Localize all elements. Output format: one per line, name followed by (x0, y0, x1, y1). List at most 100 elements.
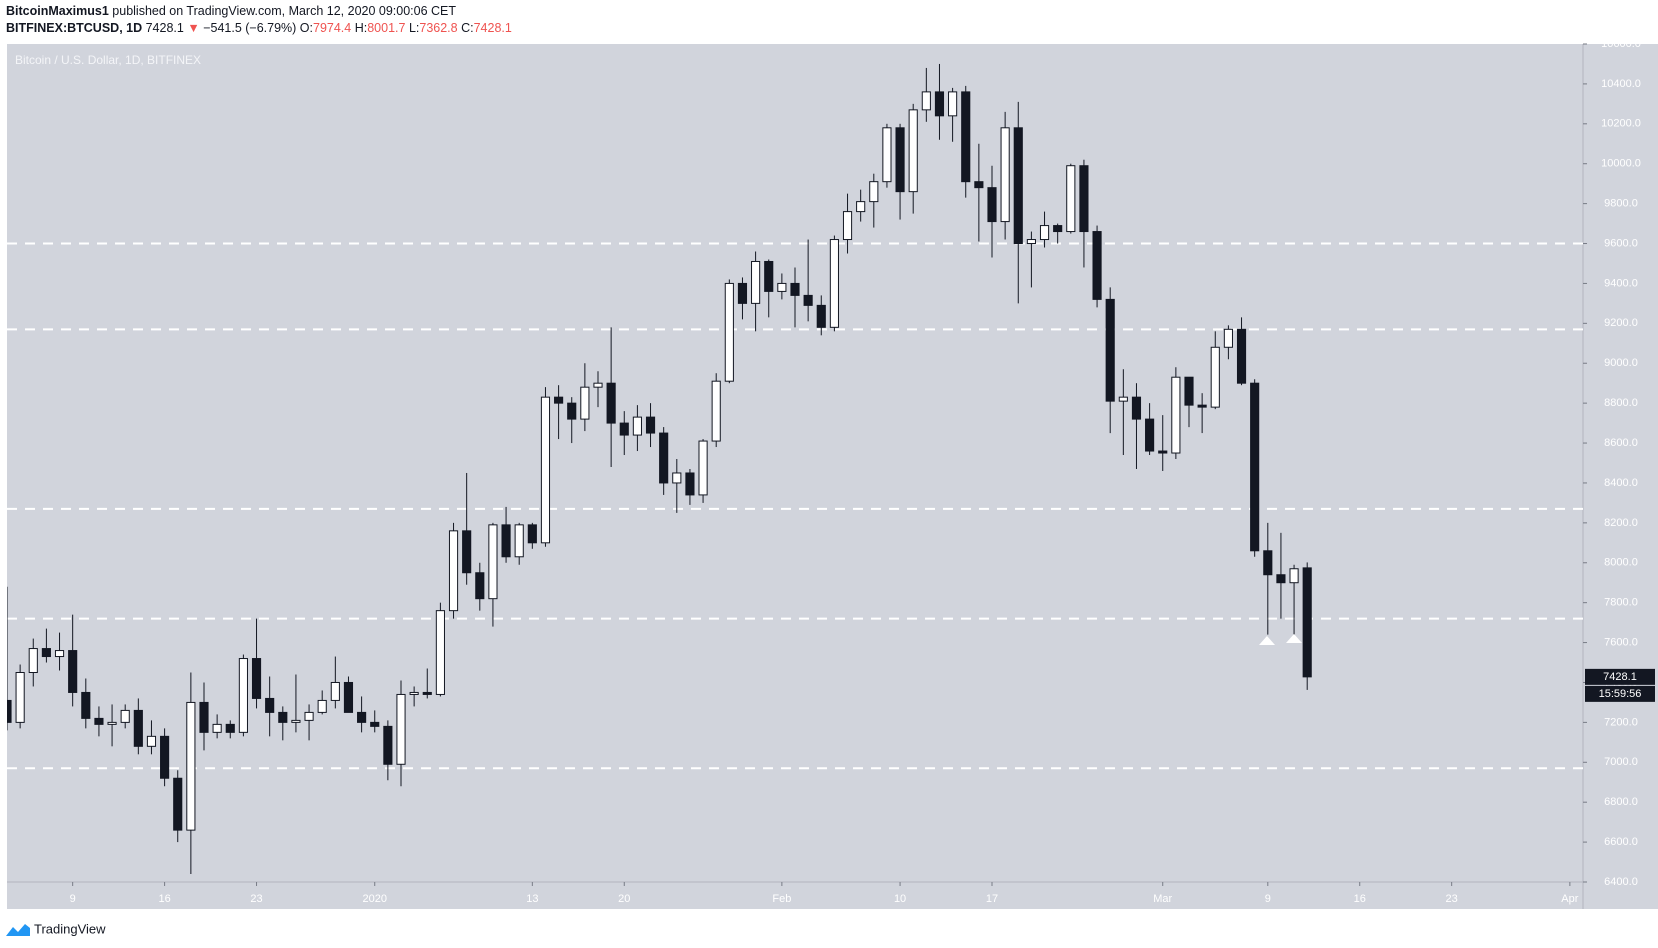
x-tick-label: 10 (894, 893, 906, 905)
candle-body (160, 735, 170, 779)
plot (7, 63, 1583, 875)
candle-body (1276, 574, 1286, 584)
x-tick-label: 20 (618, 893, 630, 905)
y-tick-label: 7800.0 (1604, 597, 1638, 609)
candle-body (869, 181, 879, 203)
y-tick-label: 10400.0 (1601, 78, 1641, 90)
candle-body (357, 711, 367, 723)
candle-body (1118, 396, 1128, 402)
candle-body (764, 260, 774, 292)
candle-body (567, 402, 577, 420)
y-tick-label: 7200.0 (1604, 716, 1638, 728)
candle-body (1026, 239, 1036, 245)
candle-body (790, 282, 800, 296)
y-tick-label: 6600.0 (1604, 836, 1638, 848)
y-tick-label: 7600.0 (1604, 636, 1638, 648)
y-tick-label: 9400.0 (1604, 277, 1638, 289)
ohlc-value: 7974.4 (313, 21, 352, 35)
candle-body (501, 524, 511, 558)
y-tick-label: 9600.0 (1604, 237, 1638, 249)
candle-body (1210, 346, 1220, 408)
candle-body (291, 719, 301, 723)
candle-body (803, 294, 813, 306)
candle-body (81, 691, 91, 719)
x-tick-label: 9 (1265, 893, 1271, 905)
logo-shape (6, 924, 30, 936)
candle-body (856, 201, 866, 213)
candle-body (1092, 231, 1102, 300)
candle-body (672, 472, 682, 484)
candle-body (580, 386, 590, 420)
candle-body (396, 693, 406, 765)
candle-body (7, 699, 12, 723)
candle-body (1079, 165, 1089, 233)
price-tag: 7428.1 (1603, 671, 1637, 683)
x-tick-label: Feb (772, 893, 791, 905)
candle-body (1302, 567, 1312, 678)
candle-body (435, 610, 445, 695)
x-tick-label: 23 (250, 893, 262, 905)
candle-body (343, 681, 354, 713)
candle-body (948, 91, 958, 117)
ohlc-label: H: (354, 21, 368, 35)
candle-body (540, 396, 551, 544)
x-tick-label: Mar (1153, 893, 1172, 905)
candle-body (238, 658, 248, 733)
candle-body (987, 187, 997, 223)
ohlc-value: 7362.8 (419, 21, 458, 35)
candle-body (961, 91, 971, 183)
candle-body (842, 211, 853, 241)
candle-body (711, 380, 721, 442)
x-tick-label: 2020 (362, 893, 386, 905)
candle-body (737, 282, 748, 304)
candle-body (1066, 165, 1076, 233)
brand-name: TradingView (34, 921, 106, 936)
candle-body (554, 396, 564, 404)
candle-body (514, 524, 524, 558)
candle-body (133, 709, 143, 747)
y-tick-label: 6400.0 (1604, 876, 1638, 888)
candle-body (527, 524, 537, 544)
candle-body (370, 721, 380, 727)
candle-body (488, 524, 498, 600)
y-tick-label: 9000.0 (1604, 357, 1638, 369)
x-tick-label: 16 (1354, 893, 1366, 905)
candle-body (724, 282, 734, 382)
candle-body (383, 725, 393, 765)
candle-body (317, 699, 327, 713)
ohlc-label: C: (461, 21, 474, 35)
candle-body (54, 650, 65, 658)
candle-body (1000, 127, 1010, 223)
candle-body (199, 701, 209, 733)
candle-body (1289, 568, 1299, 584)
candle-body (921, 91, 931, 111)
brand-logo (6, 924, 30, 936)
candle-body (212, 723, 222, 733)
candle-body (1197, 404, 1207, 408)
candle-body (409, 691, 419, 695)
candle-body (816, 304, 826, 328)
candle-body (619, 422, 629, 436)
candle-body (1053, 225, 1063, 233)
price-tag-box (1585, 668, 1655, 685)
candle-body (107, 721, 117, 725)
publish-line: BitcoinMaximus1 published on TradingView… (6, 4, 456, 18)
candle-body (685, 472, 695, 496)
y-tick-label: 10600.0 (1601, 38, 1641, 50)
candle-body (28, 648, 38, 673)
candle-body (1131, 396, 1142, 420)
x-tick-label: Apr (1561, 893, 1578, 905)
symbol-line: BITFINEX:BTCUSD, 1D 7428.1 ▼ −541.5 (−6.… (6, 21, 512, 35)
candle-body (304, 711, 314, 721)
y-tick-label: 8000.0 (1604, 557, 1638, 569)
candle-body (225, 723, 235, 733)
y-tick-label: 7000.0 (1604, 756, 1638, 768)
candle-body (895, 127, 905, 193)
chart-background (7, 44, 1658, 909)
candle-body (68, 650, 78, 693)
candle-body (934, 91, 945, 117)
candle-body (251, 658, 262, 699)
change: −541.5 (−6.79%) (203, 21, 297, 35)
